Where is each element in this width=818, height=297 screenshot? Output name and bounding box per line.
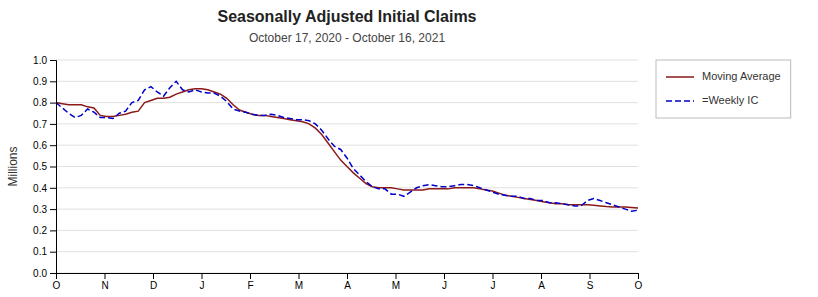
tick-mark xyxy=(541,273,542,279)
legend-frame xyxy=(656,60,791,118)
tick: 0.5 xyxy=(33,161,56,172)
tick: 0.9 xyxy=(33,76,56,87)
tick: D xyxy=(150,273,157,291)
series-line xyxy=(56,89,638,208)
tick-label: J xyxy=(491,280,496,291)
tick: 0.4 xyxy=(33,183,56,194)
tick-mark xyxy=(50,103,56,104)
tick: O xyxy=(635,273,643,291)
tick: S xyxy=(587,273,594,291)
grid-line xyxy=(56,102,638,103)
tick-label: O xyxy=(635,280,643,291)
chart: O N D J F M A M J J A S O 0.0 0.1 0.2 0.3 0.4 0.5 0.6 0.7 0.8… xyxy=(0,0,818,297)
tick-mark xyxy=(50,273,56,274)
tick-label: 0.9 xyxy=(33,76,47,87)
tick-label: J xyxy=(200,280,205,291)
tick-label: 1.0 xyxy=(33,55,47,66)
axis-line xyxy=(50,61,57,274)
tick-label: 0.7 xyxy=(33,119,47,130)
tick-mark xyxy=(50,81,56,82)
tick-mark xyxy=(105,273,106,279)
tick: N xyxy=(101,273,108,291)
y-axis-title: Millions xyxy=(6,146,20,186)
tick-mark xyxy=(50,209,56,210)
lines xyxy=(56,81,638,211)
tick-label: O xyxy=(53,280,61,291)
tick-mark xyxy=(50,145,56,146)
tick-mark xyxy=(250,273,251,279)
tick: 0.8 xyxy=(33,97,56,108)
tick-label: A xyxy=(344,280,351,291)
tick: O xyxy=(53,273,61,291)
tick-label: 0.0 xyxy=(33,268,47,279)
series-line xyxy=(56,81,638,211)
axis-line xyxy=(57,274,639,280)
grid-line xyxy=(56,81,638,82)
tick-label: F xyxy=(247,280,253,291)
tick-label: A xyxy=(538,280,545,291)
tick: 0.2 xyxy=(33,225,56,236)
tick-label: M xyxy=(392,280,400,291)
grid-line xyxy=(56,123,638,124)
tick: 0.7 xyxy=(33,119,56,130)
tick: J xyxy=(200,273,205,291)
tick: J xyxy=(442,273,447,291)
tick-label: 0.1 xyxy=(33,246,47,257)
plot: O N D J F M A M J J A S O 0.0 0.1 0.2 0.3 0.4 0.5 0.6 0.7 0.8… xyxy=(33,55,643,291)
tick-label: M xyxy=(295,280,303,291)
grid-line xyxy=(56,251,638,252)
tick-label: 0.8 xyxy=(33,97,47,108)
tick-label: S xyxy=(587,280,594,291)
tick-label: 0.2 xyxy=(33,225,47,236)
legend-swatch xyxy=(666,100,694,102)
title: Seasonally Adjusted Initial Claims xyxy=(217,8,476,25)
tick-label: 0.6 xyxy=(33,140,47,151)
tick-mark xyxy=(396,273,397,279)
tick: M xyxy=(295,273,303,291)
tick-mark xyxy=(50,230,56,231)
legend-swatch xyxy=(666,76,694,78)
legend: Moving Average =Weekly IC xyxy=(656,60,791,118)
tick-mark xyxy=(444,273,445,279)
tick-mark xyxy=(50,124,56,125)
tick-mark xyxy=(50,188,56,189)
tick-mark xyxy=(638,273,639,279)
tick-mark xyxy=(50,60,56,61)
tick-label: 0.5 xyxy=(33,161,47,172)
tick-label: D xyxy=(150,280,157,291)
legend-label: =Weekly IC xyxy=(702,94,758,106)
tick-mark xyxy=(347,273,348,279)
x-axis: ONDJFMAMJJASO xyxy=(53,273,643,291)
tick-mark xyxy=(299,273,300,279)
tick-mark xyxy=(50,252,56,253)
legend-label: Moving Average xyxy=(702,70,781,82)
tick-label: N xyxy=(101,280,108,291)
tick: 1.0 xyxy=(33,55,56,66)
tick: M xyxy=(392,273,400,291)
tick: 0.3 xyxy=(33,204,56,215)
tick: F xyxy=(247,273,253,291)
tick-label: 0.4 xyxy=(33,183,47,194)
tick-mark xyxy=(590,273,591,279)
grid-line xyxy=(56,60,638,61)
tick: A xyxy=(538,273,545,291)
tick: 0.1 xyxy=(33,246,56,257)
grid xyxy=(56,60,638,273)
tick-label: 0.3 xyxy=(33,204,47,215)
tick-label: J xyxy=(442,280,447,291)
tick: 0.6 xyxy=(33,140,56,151)
tick: A xyxy=(344,273,351,291)
grid-line xyxy=(56,230,638,231)
tick: 0.0 xyxy=(33,268,56,279)
subtitle: October 17, 2020 - October 16, 2021 xyxy=(249,31,445,45)
y-axis: 0.0 0.1 0.2 0.3 0.4 0.5 0.6 0.7 0.8 0.9 1.0 xyxy=(33,55,56,279)
tick: J xyxy=(491,273,496,291)
tick-mark xyxy=(153,273,154,279)
tick-mark xyxy=(493,273,494,279)
grid-line xyxy=(56,187,638,188)
grid-line xyxy=(56,145,638,146)
tick-mark xyxy=(50,167,56,168)
tick-mark xyxy=(202,273,203,279)
grid-line xyxy=(56,209,638,210)
